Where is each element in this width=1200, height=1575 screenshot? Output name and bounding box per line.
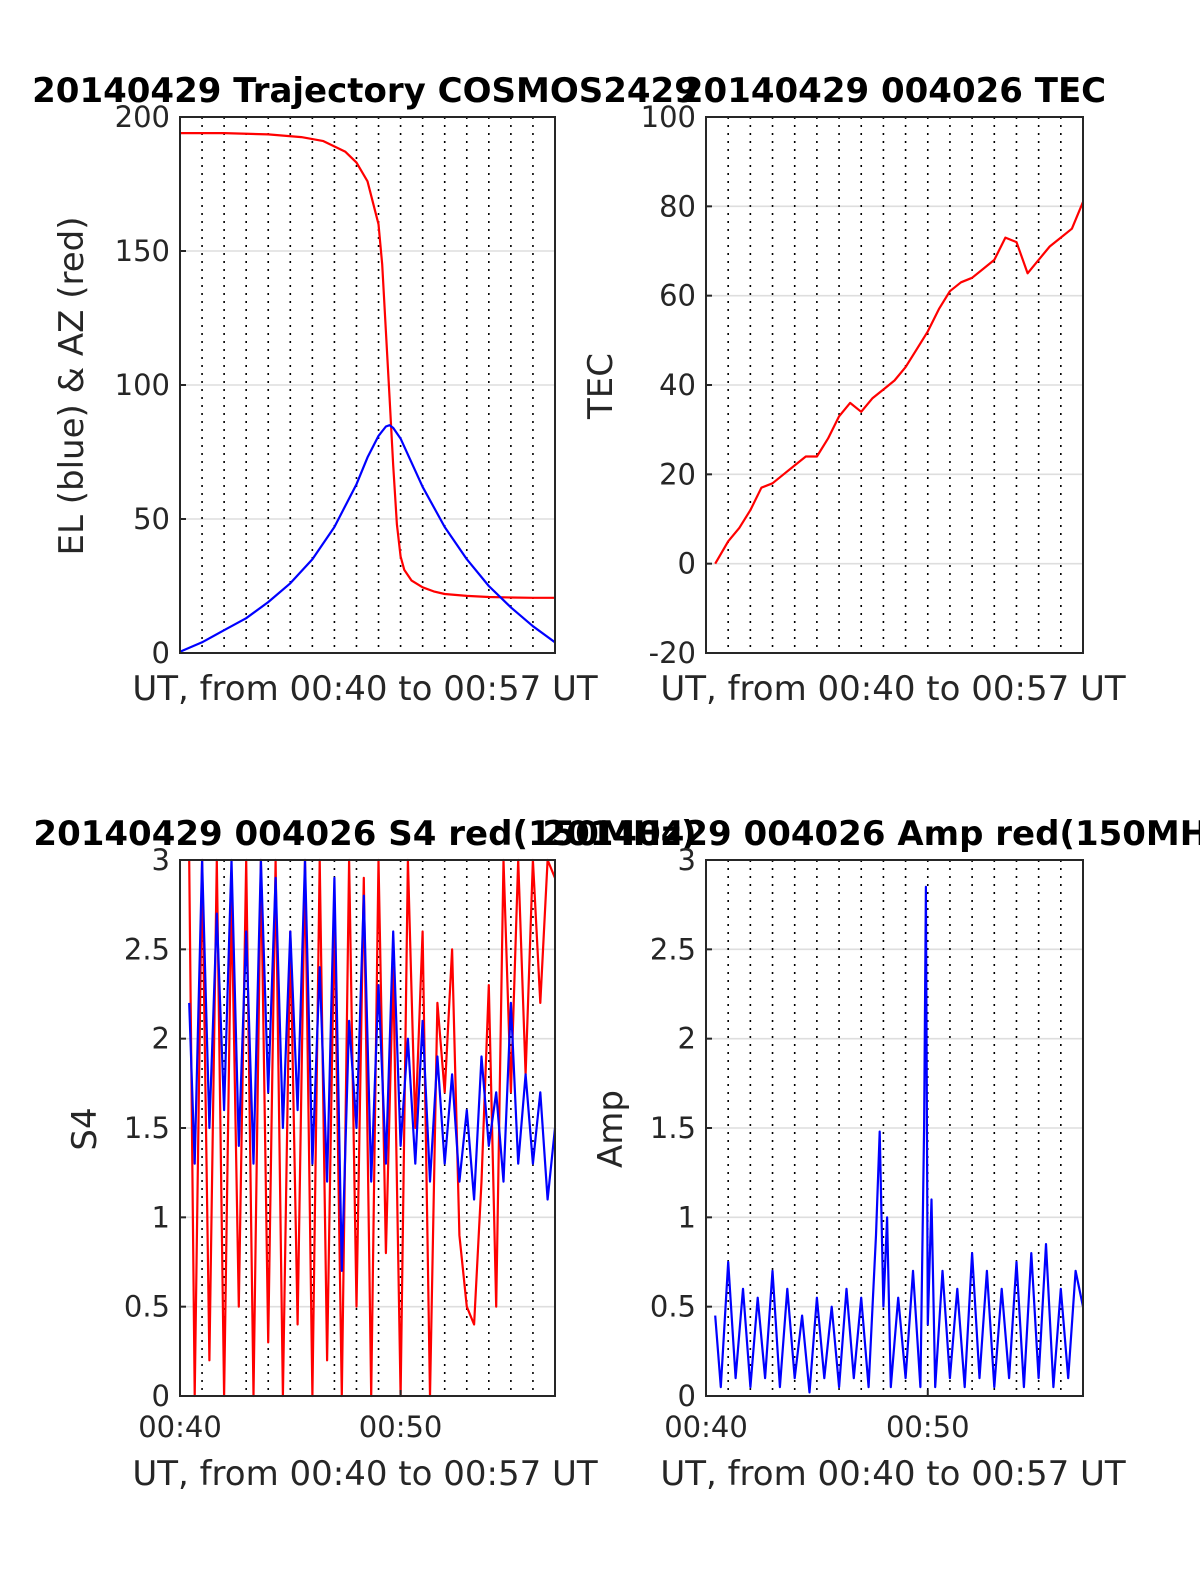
amp-ytick-label-3: 1.5	[650, 1111, 696, 1145]
s4-series-blue-line	[188, 858, 557, 1273]
tec-series-red-line	[714, 201, 1085, 565]
s4-xlabel: UT, from 00:40 to 00:57 UT	[132, 1454, 598, 1494]
amp-xlabel: UT, from 00:40 to 00:57 UT	[660, 1454, 1126, 1494]
amp-ytick-label-4: 2	[678, 1022, 696, 1056]
s4-ytick-label-0: 0	[152, 1379, 170, 1413]
s4-plot-area: 0 0.5 1 1.5 2 2.5 3 00:40 00:50	[124, 843, 557, 1444]
amp-title: 20140429 004026 Amp red(150MHz)	[542, 814, 1200, 854]
panel-amp: 0 0.5 1 1.5 2 2.5 3 00:40 00:50 20140429 004026 …	[542, 814, 1200, 1494]
s4-ytick-label-2: 1	[152, 1200, 170, 1234]
s4-title: 20140429 004026 S4 red(150MHz)	[33, 814, 696, 854]
s4-ytick-label-3: 1.5	[124, 1111, 170, 1145]
tec-ylabel: TEC	[581, 353, 621, 420]
tec-ytick-label-4: 60	[659, 279, 696, 313]
trajectory-title: 20140429 Trajectory COSMOS2429	[32, 71, 698, 111]
trajectory-ytick-label-0: 0	[152, 636, 170, 670]
amp-plot-area: 0 0.5 1 1.5 2 2.5 3 00:40 00:50	[650, 843, 1085, 1444]
s4-ytick-label-5: 2.5	[124, 932, 170, 966]
amp-xtick-label-1: 00:50	[886, 1410, 970, 1444]
s4-ylabel: S4	[65, 1107, 105, 1150]
trajectory-series-blue-line	[179, 424, 556, 653]
trajectory-series-red-line	[180, 132, 555, 599]
amp-ytick-label-0: 0	[678, 1379, 696, 1413]
amp-ytick-label-2: 1	[678, 1200, 696, 1234]
s4-ytick-label-6: 3	[152, 843, 170, 877]
tec-ytick-label-0: -20	[649, 636, 696, 670]
tec-ytick-label-2: 20	[659, 457, 696, 491]
s4-ytick-label-4: 2	[152, 1022, 170, 1056]
amp-series-blue-line	[714, 885, 1085, 1394]
amp-xtick-label-0: 00:40	[664, 1410, 748, 1444]
trajectory-ylabel: EL (blue) & AZ (red)	[52, 216, 92, 555]
trajectory-ytick-label-3: 150	[115, 234, 170, 268]
tec-plot-area: -20 0 20 40 60 80 100	[641, 100, 1085, 670]
panel-s4: 0 0.5 1 1.5 2 2.5 3 00:40 00:50 20140429 004026 …	[33, 814, 696, 1494]
tec-title: 20140429 004026 TEC	[680, 71, 1106, 111]
s4-xtick-label-1: 00:50	[359, 1410, 443, 1444]
amp-ylabel: Amp	[591, 1090, 631, 1168]
s4-ytick-label-1: 0.5	[124, 1290, 170, 1324]
trajectory-plot-area: 0 50 100 150 200	[115, 100, 556, 670]
tec-ytick-label-3: 40	[659, 368, 696, 402]
amp-ytick-label-1: 0.5	[650, 1290, 696, 1324]
tec-ytick-label-1: 0	[678, 547, 696, 581]
panel-tec: -20 0 20 40 60 80 100 20140429 004026 TEC UT, …	[581, 71, 1126, 709]
trajectory-xlabel: UT, from 00:40 to 00:57 UT	[132, 669, 598, 709]
trajectory-ytick-label-1: 50	[133, 502, 170, 536]
tec-ytick-label-6: 100	[641, 100, 696, 134]
amp-ytick-label-6: 3	[678, 843, 696, 877]
trajectory-ytick-label-2: 100	[115, 368, 170, 402]
tec-xlabel: UT, from 00:40 to 00:57 UT	[660, 669, 1126, 709]
trajectory-ytick-label-4: 200	[115, 100, 170, 134]
amp-ytick-label-5: 2.5	[650, 932, 696, 966]
s4-xtick-label-0: 00:40	[138, 1410, 222, 1444]
tec-ytick-label-5: 80	[659, 189, 696, 223]
